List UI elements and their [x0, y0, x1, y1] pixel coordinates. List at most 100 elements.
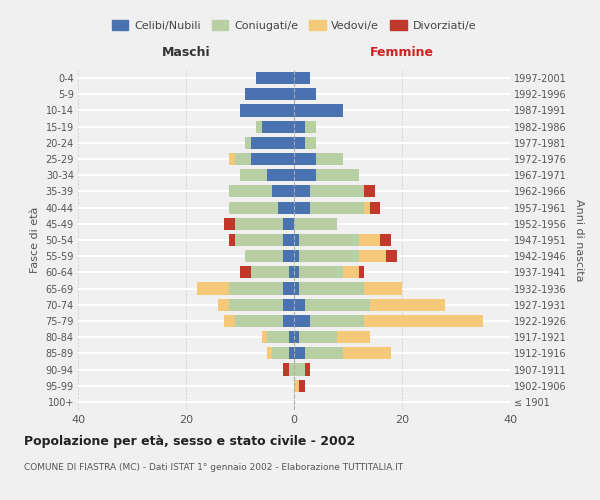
Bar: [267, 348, 272, 360]
Bar: [294, 266, 299, 278]
Bar: [370, 298, 445, 311]
Bar: [294, 315, 310, 327]
Bar: [305, 364, 310, 376]
Bar: [294, 153, 316, 165]
Bar: [235, 234, 283, 246]
Bar: [229, 202, 278, 213]
Bar: [380, 234, 391, 246]
Bar: [299, 234, 359, 246]
Bar: [283, 234, 294, 246]
Bar: [294, 137, 305, 149]
Bar: [294, 250, 299, 262]
Text: Femmine: Femmine: [370, 46, 434, 59]
Bar: [240, 169, 267, 181]
Bar: [294, 380, 299, 392]
Bar: [343, 348, 391, 360]
Bar: [299, 380, 305, 392]
Bar: [283, 364, 289, 376]
Bar: [294, 202, 310, 213]
Bar: [305, 348, 343, 360]
Y-axis label: Anni di nascita: Anni di nascita: [574, 198, 584, 281]
Y-axis label: Fasce di età: Fasce di età: [30, 207, 40, 273]
Bar: [364, 202, 370, 213]
Bar: [289, 348, 294, 360]
Bar: [343, 266, 359, 278]
Bar: [310, 202, 364, 213]
Bar: [240, 104, 294, 117]
Bar: [256, 120, 262, 132]
Bar: [305, 120, 316, 132]
Bar: [294, 298, 305, 311]
Bar: [235, 315, 283, 327]
Bar: [299, 266, 343, 278]
Bar: [386, 250, 397, 262]
Bar: [235, 218, 283, 230]
Bar: [229, 282, 283, 294]
Bar: [256, 72, 294, 84]
Bar: [251, 266, 289, 278]
Bar: [267, 331, 289, 343]
Text: Maschi: Maschi: [161, 46, 211, 59]
Bar: [229, 234, 235, 246]
Text: Popolazione per età, sesso e stato civile - 2002: Popolazione per età, sesso e stato civil…: [24, 435, 355, 448]
Bar: [305, 137, 316, 149]
Bar: [316, 169, 359, 181]
Bar: [294, 169, 316, 181]
Bar: [289, 331, 294, 343]
Bar: [294, 218, 337, 230]
Bar: [240, 266, 251, 278]
Bar: [251, 153, 294, 165]
Bar: [224, 218, 235, 230]
Bar: [262, 331, 267, 343]
Bar: [337, 331, 370, 343]
Bar: [278, 202, 294, 213]
Bar: [364, 282, 402, 294]
Bar: [370, 202, 380, 213]
Bar: [364, 315, 483, 327]
Bar: [294, 88, 316, 101]
Bar: [229, 298, 283, 311]
Bar: [359, 266, 364, 278]
Bar: [283, 282, 294, 294]
Bar: [283, 250, 294, 262]
Bar: [224, 315, 235, 327]
Bar: [294, 186, 310, 198]
Bar: [262, 120, 294, 132]
Bar: [359, 234, 380, 246]
Bar: [283, 315, 294, 327]
Bar: [272, 348, 289, 360]
Bar: [294, 120, 305, 132]
Bar: [294, 364, 305, 376]
Legend: Celibi/Nubili, Coniugati/e, Vedovi/e, Divorziati/e: Celibi/Nubili, Coniugati/e, Vedovi/e, Di…: [107, 16, 481, 35]
Bar: [197, 282, 229, 294]
Bar: [299, 282, 364, 294]
Bar: [294, 331, 299, 343]
Bar: [218, 298, 229, 311]
Bar: [316, 153, 343, 165]
Bar: [283, 218, 294, 230]
Bar: [294, 104, 343, 117]
Bar: [294, 234, 299, 246]
Bar: [289, 364, 294, 376]
Bar: [310, 315, 364, 327]
Bar: [245, 88, 294, 101]
Bar: [229, 186, 272, 198]
Bar: [364, 186, 375, 198]
Bar: [299, 250, 359, 262]
Bar: [245, 137, 251, 149]
Bar: [294, 348, 305, 360]
Bar: [267, 169, 294, 181]
Bar: [305, 298, 370, 311]
Bar: [289, 266, 294, 278]
Bar: [299, 331, 337, 343]
Bar: [245, 250, 283, 262]
Text: COMUNE DI FIASTRA (MC) - Dati ISTAT 1° gennaio 2002 - Elaborazione TUTTITALIA.IT: COMUNE DI FIASTRA (MC) - Dati ISTAT 1° g…: [24, 462, 403, 471]
Bar: [251, 137, 294, 149]
Bar: [272, 186, 294, 198]
Bar: [235, 153, 251, 165]
Bar: [229, 153, 235, 165]
Bar: [294, 282, 299, 294]
Bar: [359, 250, 386, 262]
Bar: [294, 72, 310, 84]
Bar: [310, 186, 364, 198]
